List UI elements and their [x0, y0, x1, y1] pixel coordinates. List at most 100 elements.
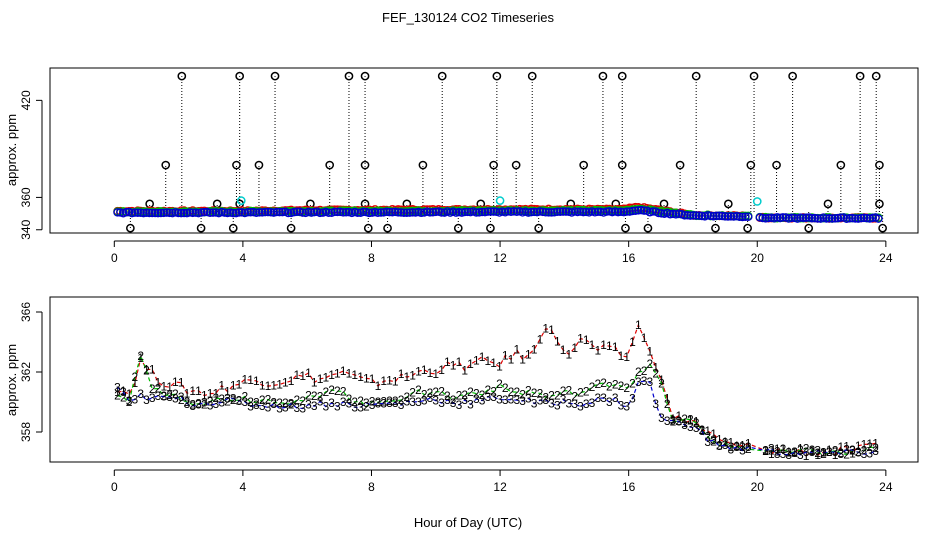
- series-3-point: [425, 208, 435, 217]
- series-3-point: [255, 208, 264, 217]
- series-3-point: [796, 213, 805, 222]
- series-2-marker: 2: [780, 442, 787, 456]
- series-1-marker: 1: [137, 351, 144, 365]
- series-3-marker: 3: [513, 393, 520, 407]
- spike-point: [511, 160, 521, 170]
- spike-point: [691, 71, 701, 81]
- series-3-point: [278, 207, 287, 217]
- series-1-marker: 1: [774, 442, 781, 456]
- series-3-point: [761, 214, 770, 223]
- series-3-point: [364, 208, 374, 218]
- chart-title: FEF_130124 CO2 Timeseries: [382, 10, 554, 25]
- series-3-marker: 3: [166, 390, 173, 404]
- series-3-point: [399, 208, 409, 217]
- series-3-point: [602, 207, 611, 216]
- series-3-point: [147, 208, 157, 218]
- series-3-point: [266, 207, 276, 217]
- series-2-marker: 2: [299, 394, 306, 408]
- series-3-point: [503, 207, 513, 216]
- series-2-marker: 2: [259, 393, 266, 407]
- series-3-marker: 3: [398, 398, 405, 412]
- series-2-marker: 2: [160, 389, 167, 403]
- series-3-point: [723, 212, 733, 221]
- series-1-marker: 1: [114, 385, 121, 399]
- series-1-marker: 1: [589, 338, 596, 352]
- bottom-y-axis-label: approx. ppm: [4, 344, 19, 416]
- series-3-marker: 3: [328, 396, 335, 410]
- series-3-point: [185, 208, 195, 217]
- series-1-marker: 1: [322, 371, 329, 385]
- series-1-marker: 1: [768, 447, 775, 461]
- series-2-marker: 2: [513, 385, 520, 399]
- series-3-point: [489, 207, 498, 216]
- series-1-marker: 1: [265, 379, 272, 393]
- series-3-marker: 3: [554, 399, 561, 413]
- series-3-point: [393, 208, 403, 217]
- series-2-marker: 2: [583, 384, 590, 398]
- series-1-marker: 1: [172, 375, 179, 389]
- series-3-point: [729, 212, 739, 221]
- series-3-point: [512, 207, 522, 216]
- series-2-marker: 2: [334, 384, 341, 398]
- series-3-point: [333, 207, 342, 217]
- series-1-marker: 1: [456, 355, 463, 369]
- series-1-marker: 1: [861, 437, 868, 451]
- series-3-marker: 3: [178, 390, 185, 404]
- series-3-marker: 3: [699, 424, 706, 438]
- series-1-marker: 1: [404, 370, 411, 384]
- series-1-marker: 1: [785, 445, 792, 459]
- series-3-point: [712, 211, 721, 221]
- series-1-marker: 1: [566, 347, 573, 361]
- series-3-marker: 3: [716, 439, 723, 453]
- series-3-point: [668, 209, 678, 219]
- series-3-marker: 3: [872, 444, 879, 458]
- series-1-marker: 1: [849, 447, 856, 461]
- series-3-point: [628, 206, 637, 216]
- spike-point: [325, 160, 335, 170]
- series-2-marker: 2: [461, 388, 468, 402]
- series-3-marker: 3: [849, 443, 856, 457]
- series-1-marker: 1: [838, 440, 845, 454]
- series-1-marker: 1: [421, 363, 428, 377]
- series-3-marker: 3: [207, 398, 214, 412]
- series-3-point: [298, 208, 307, 217]
- series-3-marker: 3: [618, 399, 625, 413]
- series-3-point: [535, 207, 545, 216]
- series-2-marker: 2: [618, 379, 625, 393]
- series-3-marker: 3: [120, 385, 127, 399]
- series-3-marker: 3: [762, 444, 769, 458]
- cyan-point: [495, 196, 505, 205]
- series-3-point: [726, 212, 736, 221]
- series-1-marker: 1: [415, 364, 422, 378]
- series-2-marker: 2: [351, 395, 358, 409]
- series-2-marker: 2: [282, 396, 289, 410]
- series-1-marker: 1: [814, 448, 821, 462]
- series-1-marker: 1: [490, 356, 497, 370]
- series-1-marker: 1: [803, 449, 810, 463]
- spike-point: [360, 71, 370, 81]
- series-3-point: [145, 208, 154, 218]
- series-3-point: [341, 207, 351, 217]
- series-1-marker: 1: [606, 339, 613, 353]
- series-2-marker: 2: [722, 436, 729, 450]
- series-3-marker: 3: [473, 392, 480, 406]
- series-1-marker: 1: [594, 343, 601, 357]
- series-3-point: [228, 208, 238, 218]
- series-3-marker: 3: [681, 418, 688, 432]
- series-3-point: [162, 208, 171, 217]
- series-3-point: [717, 211, 727, 221]
- series-1-marker: 1: [461, 364, 468, 378]
- series-1-marker: 1: [189, 384, 196, 398]
- series-2-marker: 2: [149, 382, 156, 396]
- series-3-point: [654, 208, 663, 218]
- series-3-marker: 3: [664, 414, 671, 428]
- series-3-point: [130, 208, 140, 217]
- series-1-marker: 1: [866, 437, 873, 451]
- spike-point: [743, 223, 752, 233]
- series-2-marker: 2: [641, 364, 648, 378]
- top-x-axis: 0 4 8 12 16 20 24: [111, 240, 893, 265]
- series-2-marker: 2: [294, 393, 301, 407]
- series-3-marker: 3: [369, 398, 376, 412]
- series-2-marker: 2: [380, 394, 387, 408]
